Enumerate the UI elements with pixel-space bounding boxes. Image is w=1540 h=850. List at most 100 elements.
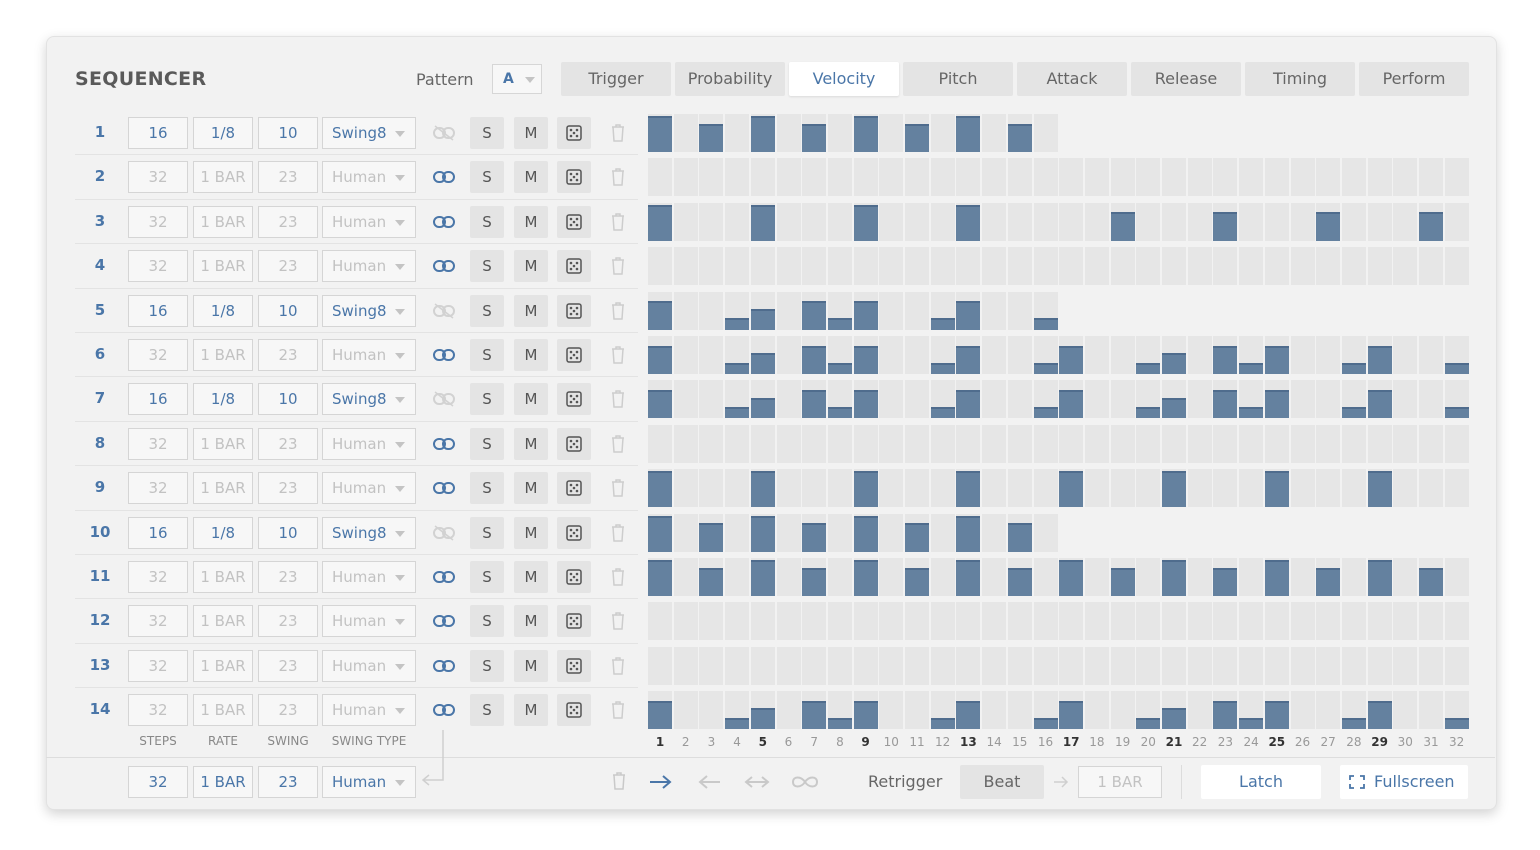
step-cell[interactable] bbox=[699, 380, 724, 419]
step-cell[interactable] bbox=[982, 247, 1007, 286]
step-cell[interactable] bbox=[776, 202, 801, 241]
rate-field[interactable]: 1/8 bbox=[193, 516, 253, 549]
randomize-button[interactable] bbox=[557, 250, 591, 283]
step-cell[interactable] bbox=[1316, 602, 1341, 641]
unlink-icon[interactable] bbox=[432, 525, 456, 541]
trash-icon[interactable] bbox=[609, 478, 627, 498]
solo-button[interactable]: S bbox=[470, 117, 504, 149]
rate-field[interactable]: 1 BAR bbox=[193, 649, 253, 682]
step-cell[interactable] bbox=[1084, 469, 1109, 508]
swing-field[interactable]: 23 bbox=[258, 605, 318, 638]
step-cell[interactable] bbox=[1341, 158, 1366, 197]
step-cell[interactable] bbox=[930, 424, 955, 463]
step-cell[interactable] bbox=[1084, 424, 1109, 463]
step-cell[interactable] bbox=[1393, 380, 1418, 419]
step-cell[interactable] bbox=[1264, 202, 1289, 241]
step-cell[interactable] bbox=[853, 424, 878, 463]
step-cell[interactable] bbox=[673, 336, 698, 374]
tab-pitch[interactable]: Pitch bbox=[903, 62, 1013, 96]
randomize-button[interactable] bbox=[557, 117, 591, 149]
rate-field[interactable]: 1/8 bbox=[193, 383, 253, 416]
step-cell[interactable] bbox=[956, 602, 981, 641]
step-cell[interactable] bbox=[827, 114, 852, 152]
step-cell[interactable] bbox=[1444, 469, 1469, 508]
step-cell[interactable] bbox=[1007, 202, 1032, 241]
step-cell[interactable] bbox=[673, 380, 698, 419]
step-cell[interactable] bbox=[982, 114, 1007, 152]
step-cell[interactable] bbox=[905, 380, 929, 419]
trash-icon[interactable] bbox=[610, 771, 628, 791]
retrigger-mode-button[interactable]: Beat bbox=[960, 765, 1044, 799]
step-cell[interactable] bbox=[853, 247, 878, 286]
step-cell[interactable] bbox=[827, 424, 852, 463]
rate-field[interactable]: 1/8 bbox=[193, 294, 253, 327]
step-cell[interactable] bbox=[1213, 247, 1238, 286]
unlink-icon[interactable] bbox=[432, 125, 456, 141]
step-cell[interactable] bbox=[930, 558, 955, 596]
mute-button[interactable]: M bbox=[514, 294, 548, 327]
step-cell[interactable] bbox=[1419, 424, 1443, 463]
step-cell[interactable] bbox=[648, 646, 672, 685]
swing-type-select[interactable]: Human bbox=[322, 649, 416, 682]
step-cell[interactable] bbox=[853, 158, 878, 197]
steps-field[interactable]: 32 bbox=[128, 205, 188, 238]
step-cell[interactable] bbox=[853, 602, 878, 641]
step-cell[interactable] bbox=[827, 158, 852, 197]
step-cell[interactable] bbox=[982, 202, 1007, 241]
steps-field[interactable]: 32 bbox=[128, 561, 188, 593]
step-cell[interactable] bbox=[776, 513, 801, 552]
solo-button[interactable]: S bbox=[470, 561, 504, 593]
mute-button[interactable]: M bbox=[514, 383, 548, 416]
step-cell[interactable] bbox=[1239, 424, 1264, 463]
step-cell[interactable] bbox=[1187, 380, 1212, 419]
solo-button[interactable]: S bbox=[470, 161, 504, 194]
step-cell[interactable] bbox=[1213, 424, 1238, 463]
step-cell[interactable] bbox=[673, 202, 698, 241]
step-cell[interactable] bbox=[699, 158, 724, 197]
solo-button[interactable]: S bbox=[470, 649, 504, 682]
step-cell[interactable] bbox=[1059, 602, 1084, 641]
step-cell[interactable] bbox=[930, 202, 955, 241]
step-cell[interactable] bbox=[1007, 247, 1032, 286]
swing-field[interactable]: 10 bbox=[258, 294, 318, 327]
step-cell[interactable] bbox=[1007, 691, 1032, 730]
step-cell[interactable] bbox=[776, 158, 801, 197]
step-cell[interactable] bbox=[1007, 646, 1032, 685]
step-cell[interactable] bbox=[1393, 646, 1418, 685]
step-cell[interactable] bbox=[1136, 646, 1161, 685]
tab-perform[interactable]: Perform bbox=[1359, 62, 1469, 96]
global-swing-type-select[interactable]: Human bbox=[322, 766, 416, 798]
steps-field[interactable]: 16 bbox=[128, 516, 188, 549]
swing-field[interactable]: 23 bbox=[258, 339, 318, 371]
step-cell[interactable] bbox=[956, 247, 981, 286]
step-cell[interactable] bbox=[776, 380, 801, 419]
step-cell[interactable] bbox=[1367, 202, 1392, 241]
step-cell[interactable] bbox=[1290, 691, 1315, 730]
step-cell[interactable] bbox=[1444, 247, 1469, 286]
step-cell[interactable] bbox=[1239, 469, 1264, 508]
randomize-button[interactable] bbox=[557, 694, 591, 727]
step-cell[interactable] bbox=[1316, 336, 1341, 374]
step-cell[interactable] bbox=[802, 424, 827, 463]
tab-probability[interactable]: Probability bbox=[675, 62, 785, 96]
swing-field[interactable]: 23 bbox=[258, 161, 318, 194]
step-cell[interactable] bbox=[1290, 336, 1315, 374]
step-cell[interactable] bbox=[725, 424, 750, 463]
step-cell[interactable] bbox=[802, 469, 827, 508]
step-cell[interactable] bbox=[699, 291, 724, 330]
step-cell[interactable] bbox=[956, 646, 981, 685]
step-cell[interactable] bbox=[1187, 558, 1212, 596]
step-cell[interactable] bbox=[776, 114, 801, 152]
step-cell[interactable] bbox=[1341, 469, 1366, 508]
swing-field[interactable]: 10 bbox=[258, 516, 318, 549]
step-cell[interactable] bbox=[725, 469, 750, 508]
step-cell[interactable] bbox=[673, 114, 698, 152]
step-cell[interactable] bbox=[1290, 424, 1315, 463]
step-cell[interactable] bbox=[930, 469, 955, 508]
step-cell[interactable] bbox=[1419, 158, 1443, 197]
step-cell[interactable] bbox=[1110, 336, 1135, 374]
step-cell[interactable] bbox=[1187, 646, 1212, 685]
step-cell[interactable] bbox=[827, 202, 852, 241]
step-cell[interactable] bbox=[1367, 247, 1392, 286]
step-cell[interactable] bbox=[1444, 602, 1469, 641]
